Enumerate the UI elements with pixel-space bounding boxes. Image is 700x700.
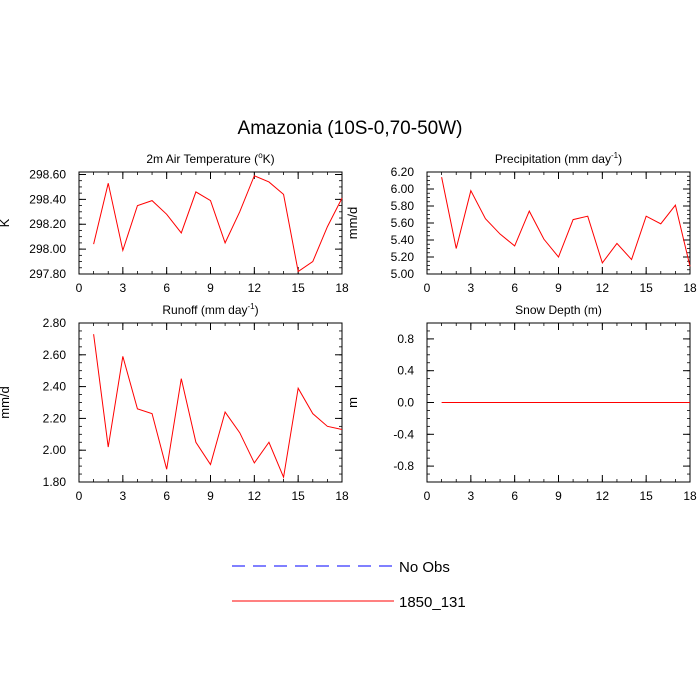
x-tick-label: 15: [639, 281, 653, 295]
x-tick-label: 12: [248, 489, 262, 503]
series-line-1850_131: [441, 176, 691, 267]
x-tick-label: 6: [511, 489, 518, 503]
chart-title: Snow Depth (m): [515, 303, 602, 317]
x-tick-label: 0: [76, 489, 83, 503]
series-line-1850_131: [93, 175, 343, 273]
legend-label-0: No Obs: [399, 559, 450, 576]
y-axis-label: mm/d: [0, 386, 12, 419]
y-tick-label: 2.80: [43, 316, 67, 330]
y-tick-label: 5.00: [391, 267, 415, 281]
y-axis-label: m: [345, 397, 360, 408]
x-tick-label: 0: [76, 281, 83, 295]
x-tick-label: 0: [424, 281, 431, 295]
chart-panels: 0 3 6 9 12 15 18 297.80 298.00 298.20 298.40 298.60…: [0, 151, 697, 503]
x-tick-label: 9: [207, 281, 214, 295]
y-tick-label: 298.20: [29, 217, 66, 231]
y-tick-label: 2.60: [43, 348, 67, 362]
chart-title: Runoff (mm day-1): [162, 302, 258, 317]
y-tick-label: 6.20: [391, 165, 415, 179]
y-tick-label: 297.80: [29, 267, 66, 281]
x-tick-label: 18: [683, 489, 697, 503]
x-tick-label: 0: [424, 489, 431, 503]
x-tick-label: 9: [207, 489, 214, 503]
x-tick-label: 18: [335, 489, 349, 503]
y-axis-label: mm/d: [345, 207, 360, 240]
x-tick-label: 15: [639, 489, 653, 503]
y-tick-label: 5.20: [391, 250, 415, 264]
chart-air-temperature: 0 3 6 9 12 15 18 297.80 298.00 298.20 298.40 298.60…: [0, 151, 349, 295]
y-tick-label: 0.8: [397, 332, 414, 346]
series-line-1850_131: [93, 334, 343, 480]
plot-frame: [426, 171, 691, 275]
chart-title: Precipitation (mm day-1): [495, 151, 622, 166]
x-tick-label: 3: [119, 489, 126, 503]
y-tick-label: 6.00: [391, 182, 415, 196]
x-tick-label: 12: [596, 281, 610, 295]
y-tick-label: 298.40: [29, 192, 66, 206]
y-tick-label: -0.8: [393, 459, 414, 473]
x-tick-label: 3: [119, 281, 126, 295]
x-tick-label: 15: [291, 489, 305, 503]
x-tick-label: 6: [511, 281, 518, 295]
y-tick-label: 1.80: [43, 475, 67, 489]
x-tick-label: 6: [163, 281, 170, 295]
chart-runoff: 0 3 6 9 12 15 18 1.80 2.00 2.20 2.40 2.60 2.80 mm/d Ru…: [0, 302, 349, 503]
plot-frame: [78, 171, 343, 275]
y-tick-label: 2.00: [43, 443, 67, 457]
x-tick-label: 9: [555, 281, 562, 295]
chart-snow-depth: 0 3 6 9 12 15 18 -0.8 -0.4 0.0 0.4 0.8 m Snow Depth (…: [345, 303, 697, 503]
y-tick-label: 0.4: [397, 364, 414, 378]
x-tick-label: 3: [467, 489, 474, 503]
x-tick-label: 18: [335, 281, 349, 295]
x-tick-label: 6: [163, 489, 170, 503]
figure-title: Amazonia (10S-0,70-50W): [238, 118, 463, 139]
y-tick-label: 2.20: [43, 411, 67, 425]
y-tick-label: 2.40: [43, 380, 67, 394]
x-tick-label: 18: [683, 281, 697, 295]
y-tick-label: 298.00: [29, 242, 66, 256]
legend-label-1: 1850_131: [399, 594, 466, 611]
x-tick-label: 12: [248, 281, 262, 295]
y-tick-label: 5.60: [391, 216, 415, 230]
x-tick-label: 3: [467, 281, 474, 295]
chart-title: 2m Air Temperature (oK): [146, 151, 274, 166]
y-tick-label: 5.80: [391, 199, 415, 213]
legend: No Obs 1850_131: [232, 559, 466, 611]
x-tick-label: 9: [555, 489, 562, 503]
y-axis-label: K: [0, 218, 12, 227]
x-tick-label: 12: [596, 489, 610, 503]
x-tick-label: 15: [291, 281, 305, 295]
y-tick-label: -0.4: [393, 427, 414, 441]
y-tick-label: 0.0: [397, 396, 414, 410]
plot-frame: [78, 322, 343, 483]
y-tick-label: 298.60: [29, 167, 66, 181]
y-tick-label: 5.40: [391, 233, 415, 247]
chart-precipitation: 0 3 6 9 12 15 18 5.00 5.20 5.40 5.60 5.80 6.00 6.20 mm…: [345, 151, 697, 295]
